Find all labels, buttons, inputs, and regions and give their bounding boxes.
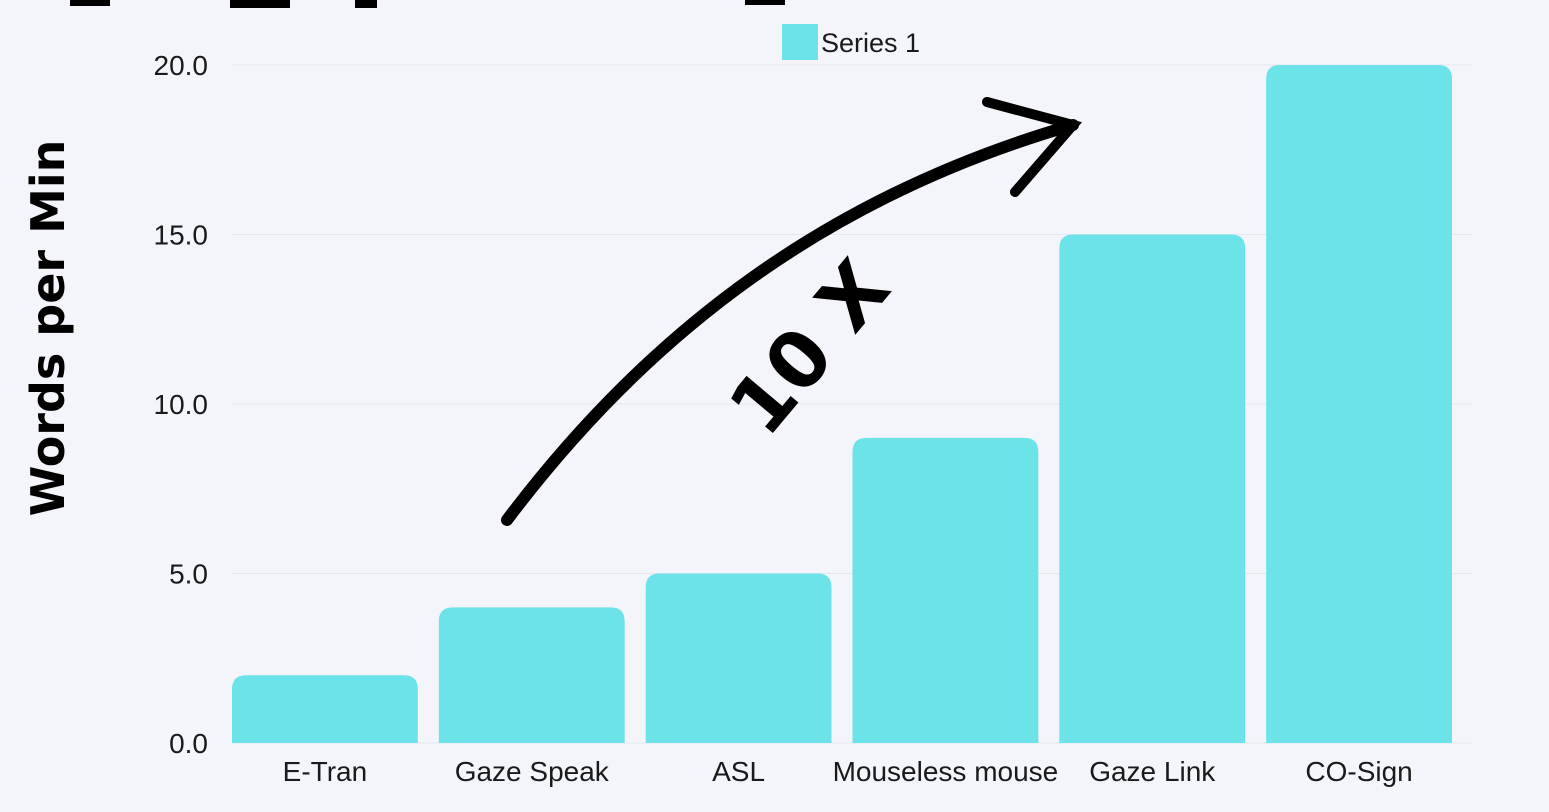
y-tick-label: 0.0 bbox=[169, 728, 208, 759]
bar bbox=[1266, 65, 1452, 743]
x-tick-label: CO-Sign bbox=[1305, 756, 1412, 787]
growth-arrow-head bbox=[982, 97, 1083, 197]
bar bbox=[438, 607, 625, 743]
y-tick-label: 20.0 bbox=[154, 50, 209, 81]
bar bbox=[1059, 234, 1246, 743]
cut-off-title-remnant bbox=[70, 0, 785, 8]
bar bbox=[645, 573, 832, 743]
x-tick-label: Gaze Link bbox=[1089, 756, 1216, 787]
growth-arrow bbox=[501, 97, 1083, 526]
y-tick-label: 10.0 bbox=[154, 389, 209, 420]
y-axis-label: Words per Min bbox=[21, 140, 75, 517]
x-tick-label: Mouseless mouse bbox=[833, 756, 1059, 787]
x-tick-label: E-Tran bbox=[283, 756, 368, 787]
y-tick-label: 5.0 bbox=[169, 559, 208, 590]
y-tick-label: 15.0 bbox=[154, 220, 209, 251]
legend: Series 1 bbox=[782, 24, 920, 60]
legend-swatch bbox=[782, 24, 818, 60]
y-tick-labels: 0.0 5.0 10.0 15.0 20.0 bbox=[154, 50, 209, 759]
bar bbox=[852, 437, 1039, 743]
bars bbox=[232, 65, 1452, 743]
x-tick-labels: E-Tran Gaze Speak ASL Mouseless mouse Gaze L… bbox=[283, 756, 1413, 787]
growth-arrow-curve bbox=[501, 119, 1079, 526]
x-tick-label: ASL bbox=[712, 756, 765, 787]
growth-annotation-label: 10 X bbox=[713, 244, 908, 452]
legend-label: Series 1 bbox=[821, 28, 920, 58]
x-tick-label: Gaze Speak bbox=[455, 756, 610, 787]
bar bbox=[232, 675, 418, 743]
